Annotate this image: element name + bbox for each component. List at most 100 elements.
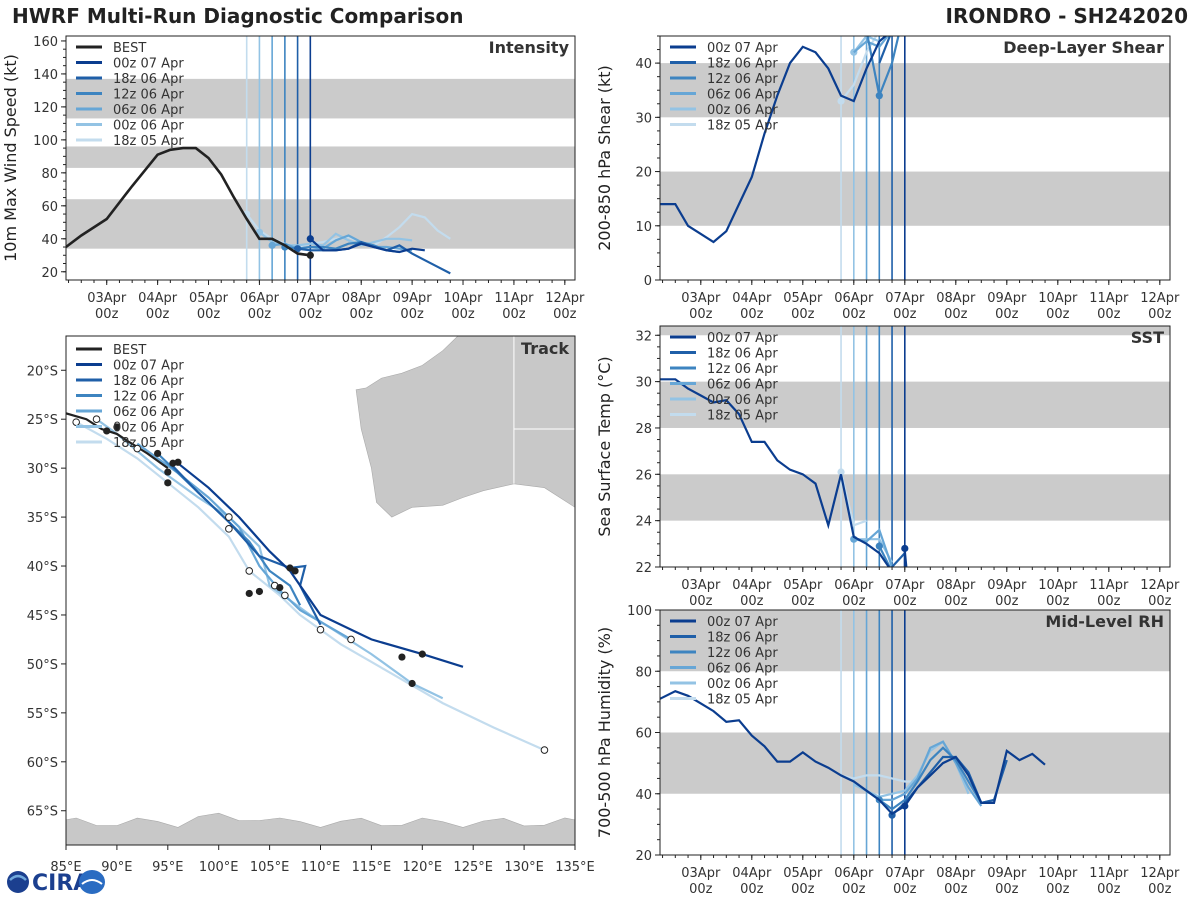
panel-title: Track <box>521 339 569 358</box>
y-tick-label: 32 <box>635 329 652 344</box>
band-0 <box>660 474 1170 521</box>
lat-tick-label: 60°S <box>27 756 58 771</box>
track-18z-05-apr <box>75 421 545 752</box>
x-tick-label: 00z <box>689 307 713 322</box>
track-point-open <box>92 415 101 424</box>
x-tick-label: 04Apr <box>732 578 772 593</box>
lon-tick-label: 120°E <box>403 860 443 875</box>
legend-label: 00z 06 Apr <box>707 103 778 118</box>
panel-rh: 2040608010003Apr00z04Apr00z05Apr00z06Apr… <box>595 604 1180 897</box>
x-tick-label: 10Apr <box>1038 291 1078 306</box>
lon-tick-label: 110°E <box>301 860 341 875</box>
track-best <box>66 412 169 469</box>
x-tick-label: 06Apr <box>834 578 874 593</box>
legend-label: 12z 06 Apr <box>707 362 778 377</box>
x-tick-label: 00z <box>791 594 815 609</box>
y-tick-label: 28 <box>635 422 652 437</box>
band-0 <box>660 171 1170 226</box>
legend-label: 00z 06 Apr <box>707 677 778 692</box>
legend-label: 06z 06 Apr <box>707 378 778 393</box>
legend-label: 12z 06 Apr <box>113 390 184 405</box>
x-tick-label: 00z <box>995 594 1019 609</box>
chart-title: HWRF Multi-Run Diagnostic Comparison <box>12 4 464 28</box>
y-axis-label: 700-500 hPa Humidity (%) <box>595 627 614 838</box>
marker-18z-06-apr <box>293 245 302 253</box>
y-axis-label: 10m Max Wind Speed (kt) <box>1 54 20 262</box>
legend-label: 18z 06 Apr <box>707 631 778 646</box>
marker-00z-07-apr <box>901 802 909 810</box>
lon-tick-label: 135°E <box>555 860 595 875</box>
lat-tick-label: 65°S <box>27 805 58 820</box>
y-axis-label: Sea Surface Temp (°C) <box>595 356 614 536</box>
x-tick-label: 05Apr <box>783 866 823 881</box>
track-point-open <box>225 525 233 533</box>
track-point-open <box>316 625 325 634</box>
panel-sst: 22242628303203Apr00z04Apr00z05Apr00z06Ap… <box>595 325 1180 609</box>
y-tick-label: 0 <box>644 274 652 289</box>
legend-label: 00z 06 Apr <box>113 119 184 134</box>
panel-shear: 01020304003Apr00z04Apr00z05Apr00z06Apr00… <box>595 35 1180 322</box>
series-12z-06-apr <box>878 545 891 567</box>
x-tick-label: 00z <box>1097 594 1121 609</box>
track-point-filled <box>255 587 264 596</box>
x-tick-label: 00z <box>197 307 221 322</box>
x-tick-label: 00z <box>944 882 968 897</box>
lon-tick-label: 130°E <box>504 860 544 875</box>
series-00z-06-apr <box>852 36 888 53</box>
lon-tick-label: 115°E <box>352 860 392 875</box>
lon-tick-label: 85°E <box>50 860 81 875</box>
track-point-filled <box>408 679 416 688</box>
x-tick-label: 06Apr <box>834 866 874 881</box>
x-tick-label: 12Apr <box>1140 291 1180 306</box>
x-tick-label: 00z <box>95 307 119 322</box>
y-tick-label: 22 <box>635 561 652 576</box>
track-point-open <box>225 513 233 521</box>
y-tick-label: 24 <box>635 515 652 530</box>
x-tick-label: 09Apr <box>987 866 1027 881</box>
y-tick-label: 20 <box>635 166 652 181</box>
legend-label: 00z 07 Apr <box>707 41 778 56</box>
x-tick-label: 10Apr <box>1038 578 1078 593</box>
track-point-filled <box>245 589 253 598</box>
x-tick-label: 00z <box>1046 307 1070 322</box>
antarctica-landmass <box>66 812 575 845</box>
legend-label: BEST <box>113 41 146 56</box>
track-point-filled <box>418 650 426 658</box>
marker-12z-06-apr <box>875 542 883 550</box>
x-tick-label: 06Apr <box>240 291 280 306</box>
x-tick-label: 09Apr <box>987 291 1027 306</box>
x-tick-label: 06Apr <box>834 291 874 306</box>
panel-intensity: 2040608010012014016003Apr00z04Apr00z05Ap… <box>1 35 585 322</box>
x-tick-label: 05Apr <box>783 291 823 306</box>
track-point-filled <box>113 423 121 431</box>
legend-label: 18z 05 Apr <box>113 436 184 451</box>
series-18z-06-apr <box>878 36 892 64</box>
x-tick-label: 00z <box>689 882 713 897</box>
series-06z-06-apr <box>853 36 890 54</box>
series-06z-06-apr <box>865 740 983 807</box>
band-0 <box>66 199 575 249</box>
x-tick-label: 00z <box>842 594 866 609</box>
x-tick-label: 12Apr <box>545 291 585 306</box>
marker-00z-07-apr <box>901 544 909 553</box>
x-tick-label: 00z <box>893 882 917 897</box>
legend-label: 00z 07 Apr <box>707 331 778 346</box>
panel-title: Deep-Layer Shear <box>1003 38 1164 57</box>
land-layer <box>66 336 575 845</box>
series-00z-07-apr <box>660 378 908 567</box>
x-tick-label: 11Apr <box>494 291 534 306</box>
lat-tick-label: 20°S <box>27 364 58 379</box>
x-tick-label: 10Apr <box>443 291 483 306</box>
legend-label: 06z 06 Apr <box>113 103 184 118</box>
lat-tick-label: 55°S <box>27 707 58 722</box>
x-tick-label: 00z <box>1148 882 1172 897</box>
track-point-open <box>72 418 80 426</box>
series-18z-06-apr <box>891 552 906 567</box>
lat-tick-label: 40°S <box>27 560 58 575</box>
track-point-filled <box>276 583 284 592</box>
series-12z-06-apr <box>866 36 900 100</box>
series-12z-06-apr <box>878 746 995 811</box>
band-1 <box>660 381 1170 428</box>
lat-tick-label: 45°S <box>27 609 58 624</box>
